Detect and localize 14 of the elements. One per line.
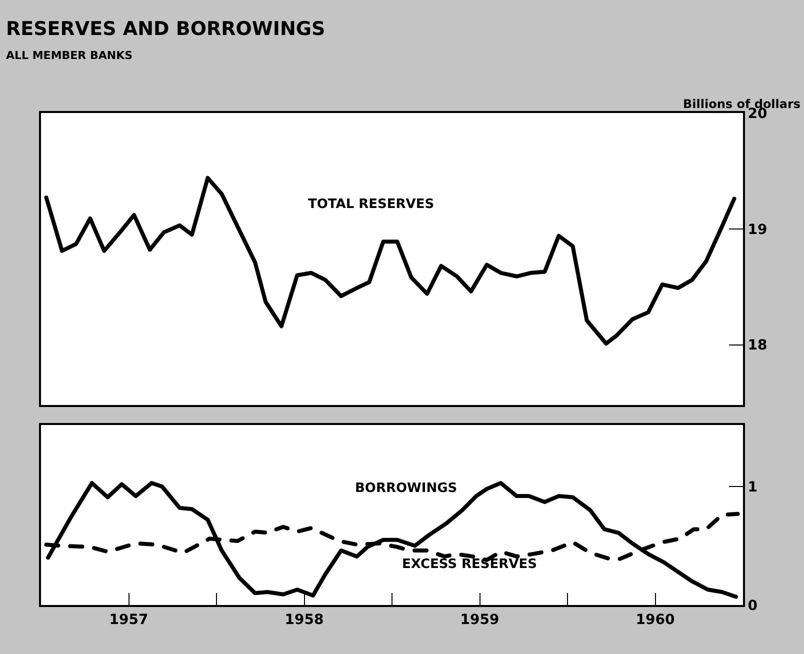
y-tick-label: 18	[748, 338, 768, 354]
chart-title: RESERVES AND BORROWINGS	[6, 18, 326, 40]
chart-subtitle: ALL MEMBER BANKS	[6, 49, 133, 62]
text: TOTAL RESERVES	[308, 197, 434, 212]
x-tick-label: 1960	[636, 612, 675, 628]
x-tick-label: 1958	[284, 612, 324, 628]
y-tick-label: 1	[748, 479, 758, 496]
line-series	[44, 176, 736, 346]
series-label: EXCESS RESERVES	[402, 557, 537, 572]
x-tick-label: 1959	[460, 612, 500, 628]
series-label: BORROWINGS	[355, 481, 458, 496]
x-tick-label: 1957	[109, 612, 148, 628]
y-tick-label: 19	[748, 222, 768, 238]
y-tick-label: 0	[748, 598, 758, 614]
